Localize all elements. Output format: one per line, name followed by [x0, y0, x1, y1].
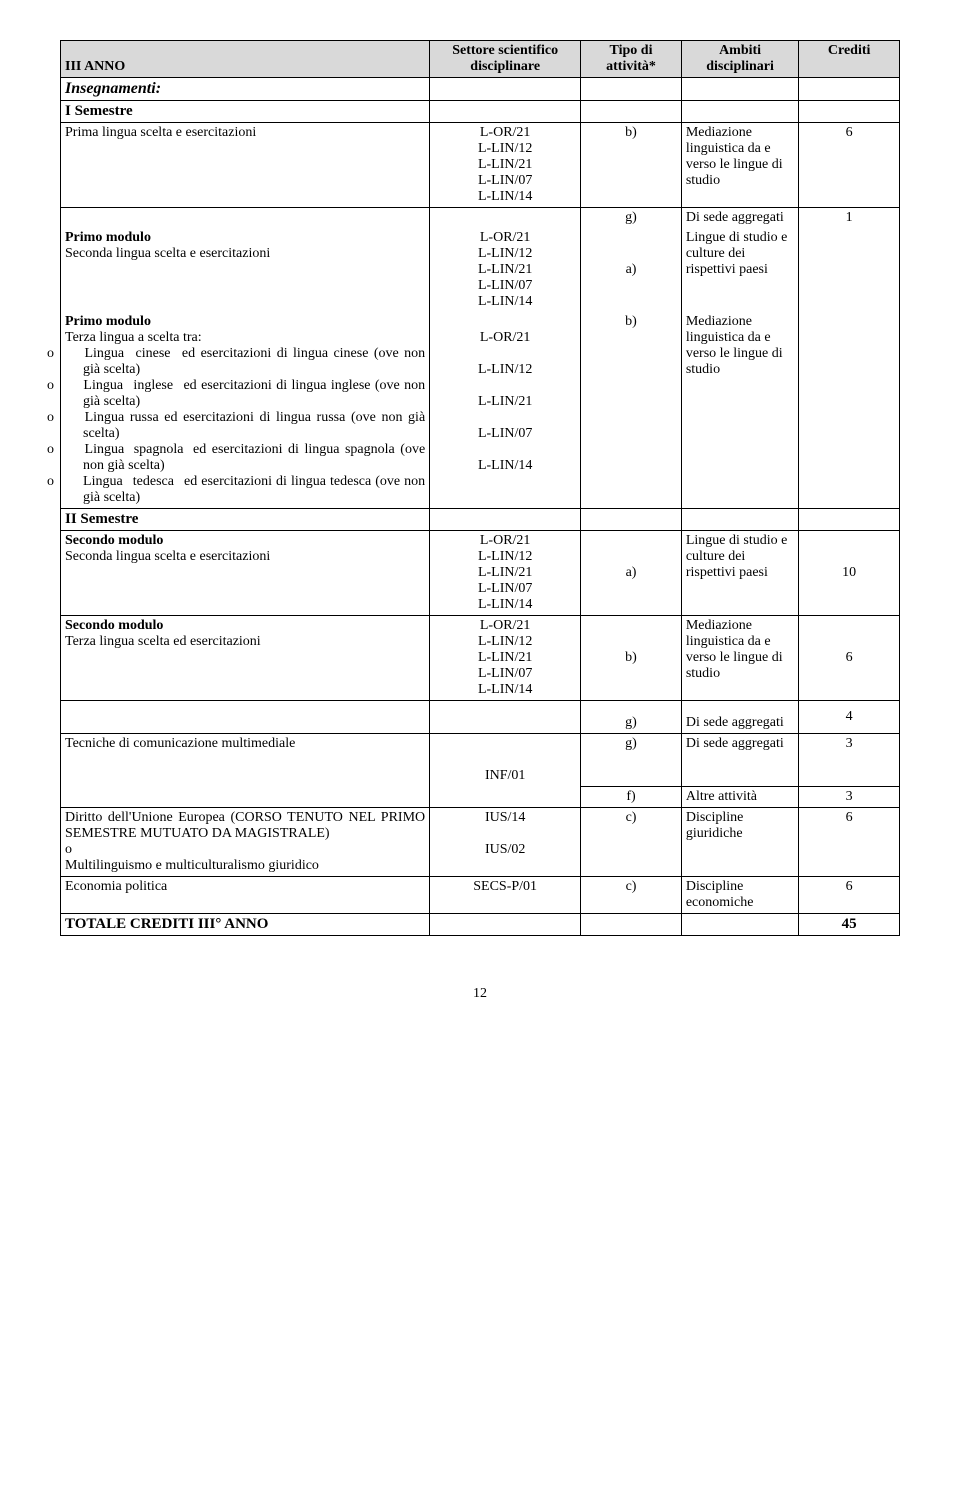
row-diritto: Diritto dell'Unione Europea (CORSO TENUT…	[61, 807, 900, 876]
prima-lingua-desc: Prima lingua scelta e esercitazioni	[61, 123, 430, 208]
header-ambiti: Ambiti disciplinari	[681, 41, 798, 78]
terza-lingua1-title: Terza lingua a scelta tra:	[65, 330, 202, 345]
terza-lingua1-tipo: b)	[581, 312, 682, 509]
secondo-modulo-label-1: Secondo modulo	[65, 533, 163, 548]
tecniche-crediti-b: 3	[799, 786, 900, 807]
tecniche-tipo-b: f)	[581, 786, 682, 807]
prima-lingua-codes: L-OR/21 L-LIN/12 L-LIN/21 L-LIN/07 L-LIN…	[430, 123, 581, 208]
economia-crediti: 6	[799, 876, 900, 913]
row-prima-lingua: Prima lingua scelta e esercitazioni L-OR…	[61, 123, 900, 208]
row-tecniche-b: f) Altre attività 3	[61, 786, 900, 807]
semestre1-row: I Semestre	[61, 101, 900, 123]
terza-lingua2-codes: L-OR/21 L-LIN/12 L-LIN/21 L-LIN/07 L-LIN…	[430, 616, 581, 701]
header-crediti: Crediti	[799, 41, 900, 78]
seconda-lingua1-desc: Seconda lingua scelta e esercitazioni	[65, 246, 270, 261]
total-value: 45	[799, 913, 900, 935]
economia-desc: Economia politica	[61, 876, 430, 913]
tecniche-crediti-a: 3	[799, 734, 900, 787]
seconda-lingua2-tipo: a)	[581, 531, 682, 616]
seconda-lingua1-tipo: a)	[581, 228, 682, 312]
seconda-lingua2-crediti: 10	[799, 531, 900, 616]
terza-lingua2-ambito: Mediazione linguistica da e verso le lin…	[681, 616, 798, 701]
diritto-desc: Diritto dell'Unione Europea (CORSO TENUT…	[61, 807, 430, 876]
header-year: III ANNO	[61, 41, 430, 78]
terza-lingua2-tipo: b)	[581, 616, 682, 701]
row-tecniche-a: Tecniche di comunicazione multimediale I…	[61, 734, 900, 787]
seconda-lingua2-cell: Secondo modulo Seconda lingua scelta e e…	[61, 531, 430, 616]
row-seconda-lingua-2: Secondo modulo Seconda lingua scelta e e…	[61, 531, 900, 616]
economia-codes: SECS-P/01	[430, 876, 581, 913]
terza-lingua2-desc: Terza lingua scelta ed esercitazioni	[65, 634, 261, 649]
seconda-lingua1-codes: L-OR/21 L-LIN/12 L-LIN/21 L-LIN/07 L-LIN…	[430, 228, 581, 312]
seconda-lingua2-codes: L-OR/21 L-LIN/12 L-LIN/21 L-LIN/07 L-LIN…	[430, 531, 581, 616]
insegnamenti-label: Insegnamenti:	[61, 78, 430, 101]
primo-modulo-label-2: Primo modulo	[65, 314, 151, 329]
seconda-lingua1-ambito: Lingue di studio e culture dei rispettiv…	[681, 228, 798, 312]
row-total: TOTALE CREDITI III° ANNO 45	[61, 913, 900, 935]
disede2-ambito: Di sede aggregati	[681, 701, 798, 734]
semestre2-row: II Semestre	[61, 509, 900, 531]
disede2-crediti: 4	[799, 701, 900, 734]
disede2-tipo: g)	[581, 701, 682, 734]
terza-lingua1-options: o Lingua cinese ed esercitazioni di ling…	[65, 346, 425, 506]
seconda-lingua1-cell: Primo modulo Seconda lingua scelta e ese…	[61, 228, 430, 312]
tecniche-tipo-a: g)	[581, 734, 682, 787]
row-terza-lingua-2: Secondo modulo Terza lingua scelta ed es…	[61, 616, 900, 701]
terza-lingua1-cell: Primo modulo Terza lingua a scelta tra: …	[61, 312, 430, 509]
total-label: TOTALE CREDITI III° ANNO	[61, 913, 430, 935]
tecniche-codes: INF/01	[430, 734, 581, 787]
primo-modulo-label-1: Primo modulo	[65, 230, 151, 245]
row-disede-2: g) Di sede aggregati 4	[61, 701, 900, 734]
terza-lingua1-ambito: Mediazione linguistica da e verso le lin…	[681, 312, 798, 509]
diritto-ambito: Discipline giuridiche	[681, 807, 798, 876]
prima-lingua-ambito: Mediazione linguistica da e verso le lin…	[681, 123, 798, 208]
economia-ambito: Discipline economiche	[681, 876, 798, 913]
terza-lingua2-crediti: 6	[799, 616, 900, 701]
diritto-codes: IUS/14 IUS/02	[430, 807, 581, 876]
secondo-modulo-label-2: Secondo modulo	[65, 618, 163, 633]
curriculum-table: III ANNO Settore scientifico disciplinar…	[60, 40, 900, 936]
insegnamenti-row: Insegnamenti:	[61, 78, 900, 101]
economia-tipo: c)	[581, 876, 682, 913]
prima-lingua-crediti: 6	[799, 123, 900, 208]
terza-lingua2-cell: Secondo modulo Terza lingua scelta ed es…	[61, 616, 430, 701]
row-seconda-lingua-1: Primo modulo Seconda lingua scelta e ese…	[61, 228, 900, 312]
semestre2-label: II Semestre	[61, 509, 430, 531]
row-terza-lingua-1: Primo modulo Terza lingua a scelta tra: …	[61, 312, 900, 509]
tecniche-ambito-b: Altre attività	[681, 786, 798, 807]
disede1-crediti: 1	[799, 208, 900, 509]
semestre1-label: I Semestre	[61, 101, 430, 123]
terza-lingua1-codes: L-OR/21 L-LIN/12 L-LIN/21 L-LIN/07 L-LIN…	[430, 312, 581, 509]
row-economia: Economia politica SECS-P/01 c) Disciplin…	[61, 876, 900, 913]
disede1-tipo: g)	[581, 208, 682, 229]
header-tipo: Tipo di attività*	[581, 41, 682, 78]
prima-lingua-tipo: b)	[581, 123, 682, 208]
seconda-lingua2-desc: Seconda lingua scelta e esercitazioni	[65, 549, 270, 564]
tecniche-desc: Tecniche di comunicazione multimediale	[61, 734, 430, 787]
page-number: 12	[60, 986, 900, 1002]
disede1-ambito: Di sede aggregati	[681, 208, 798, 229]
header-row: III ANNO Settore scientifico disciplinar…	[61, 41, 900, 78]
seconda-lingua2-ambito: Lingue di studio e culture dei rispettiv…	[681, 531, 798, 616]
diritto-crediti: 6	[799, 807, 900, 876]
diritto-tipo: c)	[581, 807, 682, 876]
row-disede-1: g) Di sede aggregati 1	[61, 208, 900, 229]
tecniche-ambito-a: Di sede aggregati	[681, 734, 798, 787]
header-ssd: Settore scientifico disciplinare	[430, 41, 581, 78]
